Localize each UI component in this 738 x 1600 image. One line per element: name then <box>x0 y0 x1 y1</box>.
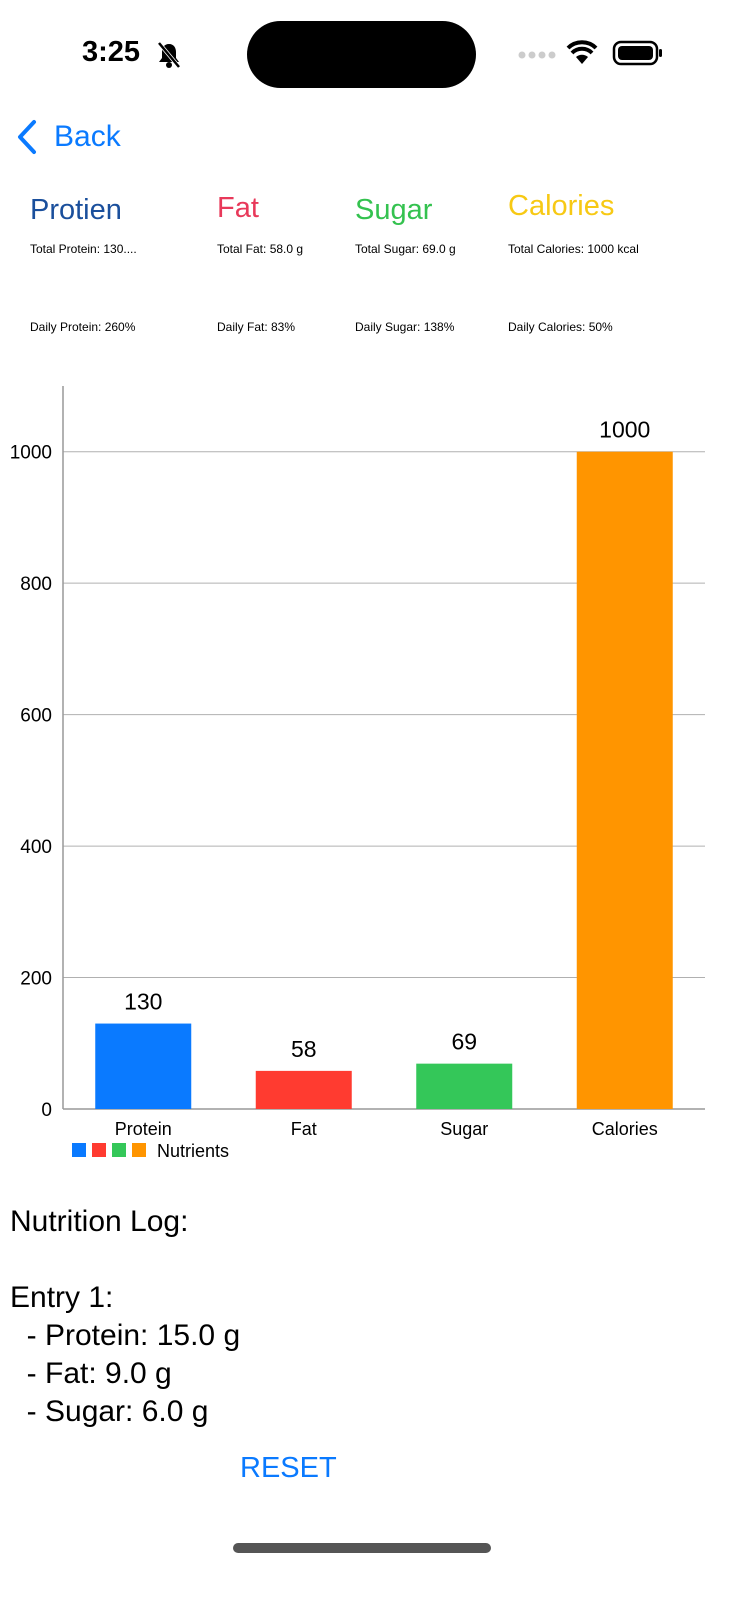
summary-title: Protien <box>30 194 122 226</box>
log-line: - Fat: 9.0 g <box>10 1357 172 1390</box>
summary-total: Total Fat: 58.0 g <box>217 242 304 256</box>
summary-title: Sugar <box>355 194 433 226</box>
legend-swatch <box>72 1143 86 1157</box>
y-tick-label: 800 <box>20 574 52 595</box>
dynamic-island <box>247 21 476 88</box>
wifi-icon <box>566 40 598 64</box>
summary-total: Total Sugar: 69.0 g <box>355 242 456 256</box>
nutrition-log: Nutrition Log: Entry 1: - Protein: 15.0 g… <box>10 1203 240 1431</box>
legend-swatch <box>132 1143 146 1157</box>
chevron-left-icon <box>18 120 36 154</box>
data-label: 130 <box>124 989 162 1015</box>
summary-title: Fat <box>217 192 259 224</box>
summary-protein: Protien Total Protein: 130.... Daily Pro… <box>30 190 137 334</box>
summary-total: Total Protein: 130.... <box>30 242 137 256</box>
legend-label: Nutrients <box>157 1141 229 1161</box>
summary-daily: Daily Protein: 260% <box>30 320 136 334</box>
data-label: 58 <box>291 1036 317 1062</box>
summary-calories: Calories Total Calories: 1000 kcal Daily… <box>508 190 639 334</box>
y-tick-label: 600 <box>20 706 52 727</box>
y-tick-label: 0 <box>41 1100 52 1121</box>
nutrient-bar-chart: 0 200 400 600 800 1000 130 Protein 58 Fat 69 Sugar 1… <box>10 386 705 1161</box>
x-tick-label: Sugar <box>440 1119 488 1139</box>
bar-sugar <box>416 1063 513 1109</box>
status-time: 3:25 <box>82 36 141 68</box>
y-tick-label: 400 <box>20 837 52 858</box>
x-tick-label: Protein <box>115 1119 172 1139</box>
home-indicator <box>233 1543 491 1553</box>
bar-protein <box>95 1023 192 1109</box>
bell-slash-icon <box>157 41 181 69</box>
bar-fat <box>255 1070 352 1109</box>
log-title: Nutrition Log: <box>10 1205 189 1238</box>
log-entry-title: Entry 1: <box>10 1281 114 1314</box>
data-label: 1000 <box>599 417 650 443</box>
bar-calories <box>576 451 673 1109</box>
legend-swatch <box>92 1143 106 1157</box>
log-line: - Protein: 15.0 g <box>10 1319 241 1352</box>
y-tick-label: 200 <box>20 969 52 990</box>
log-line: - Sugar: 6.0 g <box>10 1395 209 1428</box>
reset-button[interactable]: RESET <box>240 1452 337 1484</box>
data-label: 69 <box>451 1029 477 1055</box>
summary-fat: Fat Total Fat: 58.0 g Daily Fat: 83% <box>217 190 303 334</box>
summary-sugar: Sugar Total Sugar: 69.0 g Daily Sugar: 1… <box>355 190 456 334</box>
back-label: Back <box>54 120 121 153</box>
battery-icon <box>612 40 662 66</box>
summary-total: Total Calories: 1000 kcal <box>508 242 639 256</box>
x-tick-label: Calories <box>592 1119 658 1139</box>
back-button[interactable]: Back <box>14 118 121 156</box>
signal-icon <box>518 51 556 59</box>
summary-daily: Daily Calories: 50% <box>508 320 613 334</box>
y-tick-label: 1000 <box>10 443 52 464</box>
summary-daily: Daily Sugar: 138% <box>355 320 455 334</box>
x-tick-label: Fat <box>291 1119 317 1139</box>
summary-daily: Daily Fat: 83% <box>217 320 296 334</box>
legend-swatch <box>112 1143 126 1157</box>
summary-title: Calories <box>508 190 615 222</box>
